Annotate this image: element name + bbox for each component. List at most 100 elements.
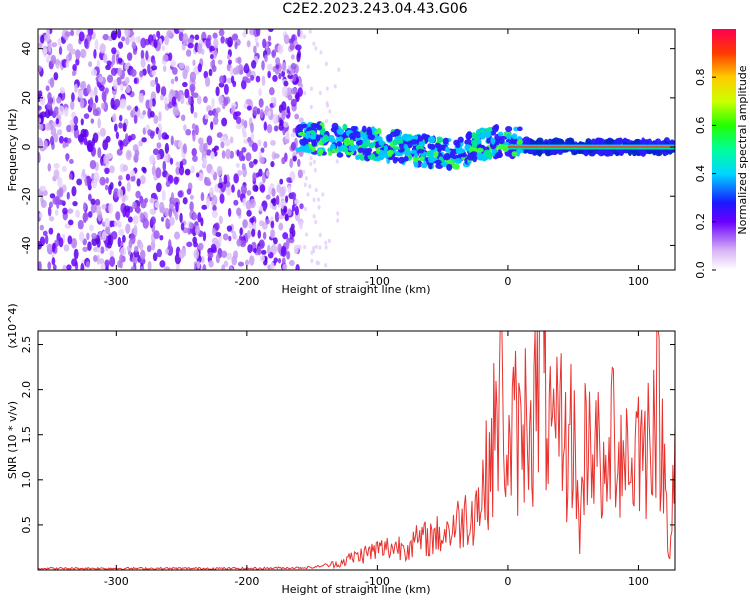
- spectrogram-cell: [133, 224, 138, 236]
- spectrogram-cell: [197, 212, 202, 223]
- spectrogram-cell: [281, 157, 286, 165]
- spectrogram-cell: [321, 192, 325, 197]
- spectrogram-cell: [86, 175, 91, 187]
- spectrogram-cell: [62, 207, 68, 215]
- x-tick-label: 100: [628, 275, 649, 288]
- spectrogram-cell: [333, 84, 337, 89]
- spectrogram-cell: [180, 222, 185, 231]
- spectrogram-cell: [113, 79, 118, 90]
- spectrogram-cell: [449, 150, 456, 159]
- spectrogram-cell: [53, 162, 60, 169]
- spectrogram-cell: [279, 186, 286, 197]
- spectrogram-cell: [83, 201, 87, 211]
- spectrogram-cell: [79, 81, 85, 90]
- spectrogram-cell: [167, 239, 172, 250]
- spectrogram-cell: [162, 65, 167, 72]
- spectrogram-cell: [127, 135, 133, 142]
- spectrogram-cell: [455, 141, 461, 149]
- spectrogram-cell: [65, 153, 69, 162]
- spectrogram-cell: [270, 161, 275, 168]
- spectrogram-cell: [549, 150, 556, 155]
- spectrogram-cell: [171, 67, 178, 75]
- spectrogram-cell: [135, 35, 141, 44]
- spectrogram-cell: [304, 176, 308, 181]
- spectrogram-cell: [314, 187, 318, 193]
- spectrogram-cell: [125, 223, 131, 234]
- y-tick-label: 40: [20, 42, 33, 56]
- spectrogram-cell: [336, 218, 340, 223]
- spectrogram-cell: [209, 187, 214, 198]
- spectrogram-cell: [140, 49, 145, 60]
- y-tick-label: 20: [20, 91, 33, 105]
- spectrogram-cell: [278, 72, 282, 80]
- spectrogram-cell: [149, 154, 155, 165]
- spectrogram-cell: [116, 77, 122, 86]
- spectrogram-cell: [318, 232, 322, 238]
- spectrogram-cell: [237, 169, 243, 176]
- spectrogram-cell: [235, 65, 239, 75]
- spectrogram-cell: [170, 135, 174, 146]
- spectrogram-cell: [226, 225, 233, 232]
- spectrogram-cell: [385, 150, 394, 156]
- spectrogram-cell: [235, 162, 240, 169]
- spectrogram-cell: [40, 111, 47, 118]
- spectrogram-cell: [120, 202, 127, 214]
- spectrogram-cell: [189, 194, 194, 200]
- spectrogram-cell: [205, 180, 212, 187]
- spectrogram-cell: [261, 60, 265, 71]
- spectrogram-cell: [294, 205, 299, 216]
- spectrogram-cell: [133, 77, 138, 84]
- spectrogram-cell: [303, 206, 307, 212]
- spectrogram-cell: [337, 67, 341, 72]
- spectrogram-cell: [140, 249, 146, 260]
- spectrogram-cell: [323, 134, 329, 143]
- spectrogram-cell: [122, 164, 129, 172]
- spectrogram-cell: [45, 55, 51, 64]
- spectrogram-cell: [99, 84, 105, 92]
- colorbar-ticks: 0.0 0.2 0.4 0.6 0.8: [694, 68, 716, 279]
- spectrogram-cell: [190, 85, 195, 97]
- spectrogram-cell: [158, 111, 162, 122]
- spectrogram-cell: [270, 139, 276, 146]
- spectrogram-cell: [476, 147, 484, 153]
- spectrogram-cell: [102, 139, 109, 151]
- spectrogram-cell: [220, 140, 225, 149]
- spectrogram-cell: [162, 160, 167, 172]
- spectrogram-cell: [255, 75, 261, 83]
- spectrogram-cell: [444, 146, 450, 153]
- spectrogram-cell: [202, 231, 207, 242]
- spectrogram-cell: [38, 152, 41, 163]
- spectrogram-cell: [259, 108, 264, 119]
- spectrogram-cell: [219, 75, 225, 84]
- spectrogram-cell: [192, 212, 198, 221]
- spectrogram-cell: [71, 92, 75, 102]
- spectrogram-cell: [607, 138, 615, 143]
- spectrogram-cell: [61, 165, 67, 172]
- spectrogram-y-ticks: -40 -20 0 20 40: [20, 42, 675, 254]
- spectrogram-cell: [121, 234, 126, 243]
- colorbar-gradient: [712, 29, 736, 270]
- spectrogram-cell: [597, 149, 605, 157]
- spectrogram-cell: [290, 62, 297, 70]
- spectrogram-cell: [296, 52, 301, 63]
- spectrogram-cell: [262, 204, 267, 212]
- spectrogram-cell: [343, 137, 351, 146]
- spectrogram-cell: [515, 148, 524, 154]
- spectrogram-cell: [280, 246, 287, 257]
- spectrogram-cell: [306, 192, 310, 197]
- spectrogram-cell: [114, 98, 121, 108]
- spectrogram-cell: [258, 88, 262, 97]
- spectrogram-cell: [135, 205, 141, 214]
- spectrogram-cell: [251, 228, 256, 238]
- spectrogram-cell: [109, 256, 116, 267]
- spectrogram-cell: [87, 211, 93, 218]
- spectrogram-cell: [99, 43, 106, 54]
- spectrogram-cell: [652, 148, 657, 156]
- spectrogram-cell: [335, 159, 339, 164]
- spectrogram-cell: [180, 114, 186, 122]
- spectrogram-cell: [267, 244, 271, 255]
- spectrogram-cell: [45, 85, 50, 92]
- spectrogram-cell: [603, 149, 612, 157]
- spectrogram-cell: [161, 45, 165, 52]
